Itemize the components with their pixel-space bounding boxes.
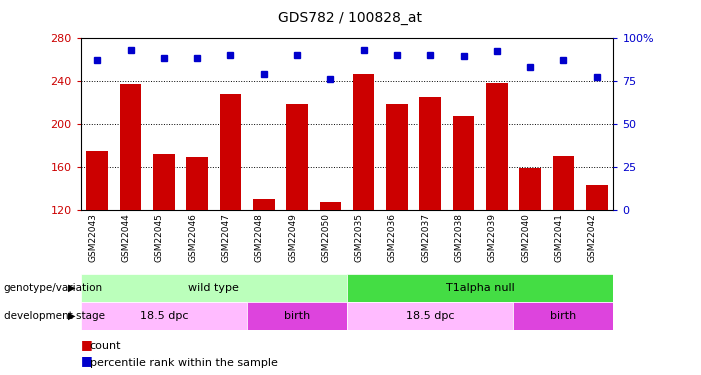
Bar: [247, 302, 347, 330]
Bar: [552, 156, 574, 210]
Text: GDS782 / 100828_at: GDS782 / 100828_at: [278, 11, 423, 25]
Text: percentile rank within the sample: percentile rank within the sample: [90, 357, 278, 368]
Bar: [353, 74, 374, 210]
Text: ■: ■: [81, 354, 93, 368]
Bar: [347, 302, 514, 330]
Bar: [519, 168, 541, 210]
Bar: [419, 97, 441, 210]
Text: 18.5 dpc: 18.5 dpc: [406, 311, 454, 321]
Bar: [320, 202, 341, 210]
Bar: [347, 274, 613, 302]
Bar: [120, 84, 142, 210]
Text: wild type: wild type: [189, 283, 239, 293]
Bar: [81, 302, 247, 330]
Text: 18.5 dpc: 18.5 dpc: [139, 311, 188, 321]
Text: ■: ■: [81, 338, 93, 351]
Text: genotype/variation: genotype/variation: [4, 283, 102, 293]
Bar: [86, 151, 108, 210]
Bar: [253, 199, 275, 210]
Text: ▶: ▶: [68, 283, 76, 293]
Text: count: count: [90, 340, 121, 351]
Bar: [453, 116, 475, 210]
Text: T1alpha null: T1alpha null: [446, 283, 515, 293]
Bar: [81, 274, 347, 302]
Text: ▶: ▶: [68, 311, 76, 321]
Text: birth: birth: [550, 311, 576, 321]
Bar: [286, 104, 308, 210]
Bar: [153, 154, 175, 210]
Bar: [514, 302, 613, 330]
Bar: [186, 157, 208, 210]
Bar: [219, 94, 241, 210]
Bar: [486, 83, 508, 210]
Bar: [586, 185, 608, 210]
Text: development stage: development stage: [4, 311, 104, 321]
Text: birth: birth: [284, 311, 310, 321]
Bar: [386, 104, 408, 210]
